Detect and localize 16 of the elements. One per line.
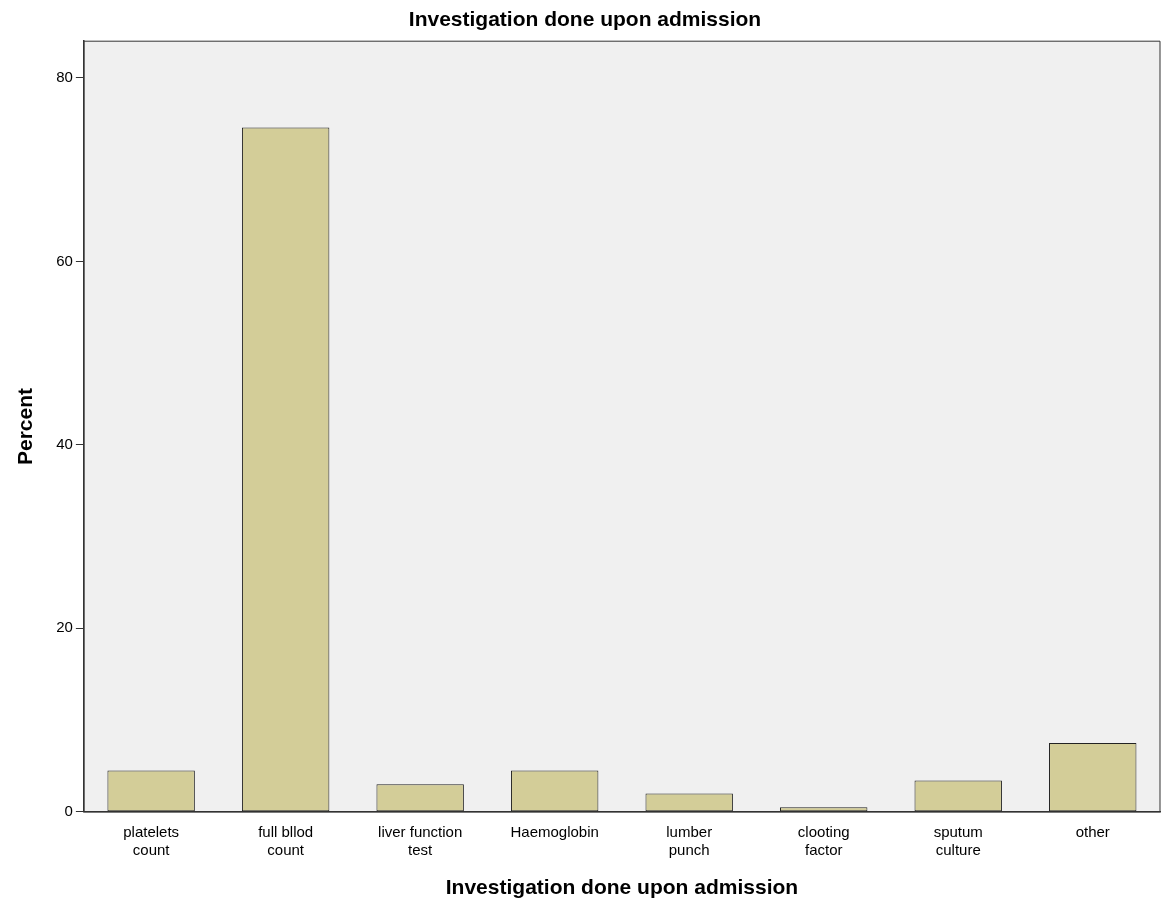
- x-tick-label: clooting factor: [797, 822, 850, 858]
- y-tick-label: 60: [56, 251, 73, 269]
- y-tick-label: 20: [56, 618, 73, 636]
- x-axis-title: Investigation done upon admission: [445, 875, 799, 899]
- x-tick-label: lumber punch: [666, 822, 713, 858]
- x-tick-label: full bllod count: [258, 822, 314, 858]
- y-tick-label: 80: [56, 68, 73, 86]
- x-tick-label: Haemoglobin: [510, 822, 599, 840]
- y-tick-label: 0: [64, 801, 73, 819]
- x-tick-label: liver function test: [378, 822, 463, 858]
- chart-title: Investigation done upon admission: [408, 7, 762, 31]
- x-tick-label: platelets count: [123, 822, 180, 858]
- y-tick-label: 40: [56, 434, 73, 452]
- x-tick-label: sputum culture: [933, 822, 983, 858]
- y-axis-title: Percent: [13, 387, 37, 466]
- x-tick-label: other: [1075, 822, 1110, 840]
